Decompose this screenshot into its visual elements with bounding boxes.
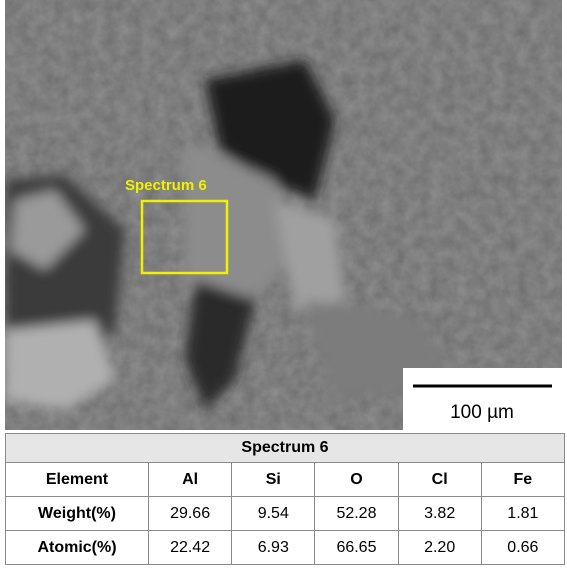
sem-micrograph: Spectrum 6 100 µm xyxy=(5,0,562,430)
row-label: Atomic(%) xyxy=(6,531,149,565)
cell: 9.54 xyxy=(232,497,315,531)
cell: 0.66 xyxy=(481,531,564,565)
cell: 3.82 xyxy=(398,497,481,531)
header-cell: O xyxy=(315,463,398,497)
header-cell: Al xyxy=(149,463,232,497)
spectrum-label: Spectrum 6 xyxy=(125,177,207,194)
cell: 2.20 xyxy=(398,531,481,565)
cell: 6.93 xyxy=(232,531,315,565)
cell: 1.81 xyxy=(481,497,564,531)
cell: 22.42 xyxy=(149,531,232,565)
cell: 29.66 xyxy=(149,497,232,531)
table-title: Spectrum 6 xyxy=(6,434,565,463)
page: Spectrum 6 100 µm Spectrum 6 ElementAlSi… xyxy=(0,0,567,569)
header-cell: Si xyxy=(232,463,315,497)
row-label: Weight(%) xyxy=(6,497,149,531)
scale-bar-label: 100 µm xyxy=(450,402,514,423)
header-cell: Fe xyxy=(481,463,564,497)
header-cell: Element xyxy=(6,463,149,497)
cell: 52.28 xyxy=(315,497,398,531)
header-cell: Cl xyxy=(398,463,481,497)
cell: 66.65 xyxy=(315,531,398,565)
